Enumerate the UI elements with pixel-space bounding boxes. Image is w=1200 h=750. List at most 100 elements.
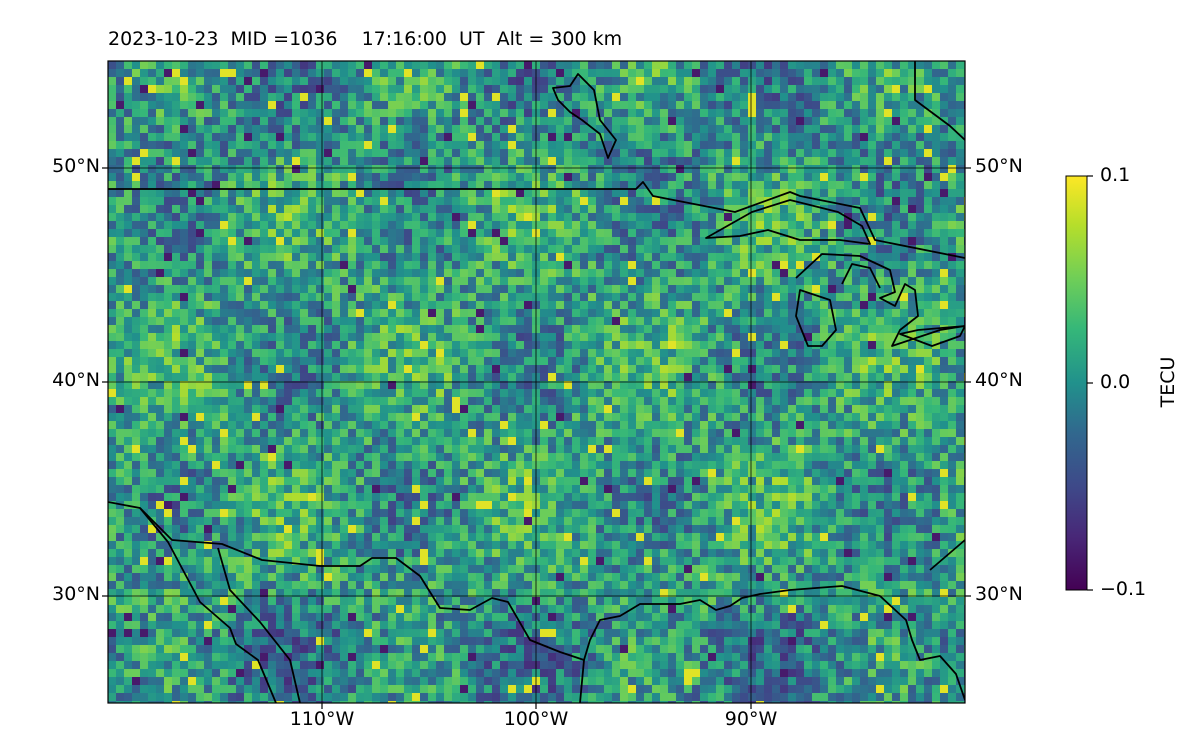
tec-cell <box>636 245 645 254</box>
tec-cell <box>748 165 757 174</box>
tec-cell <box>916 165 925 174</box>
tec-cell <box>188 117 197 126</box>
tec-cell <box>524 341 533 350</box>
tec-cell <box>836 333 845 342</box>
tec-cell <box>324 229 333 238</box>
tec-cell <box>156 213 165 222</box>
tec-cell <box>140 397 149 406</box>
tec-cell <box>340 269 349 278</box>
tec-cell <box>580 253 589 262</box>
tec-cell <box>948 133 957 142</box>
tec-cell <box>492 149 501 158</box>
tec-cell <box>132 357 141 366</box>
tec-cell <box>148 349 157 358</box>
tec-cell <box>916 405 925 414</box>
tec-cell <box>108 309 117 318</box>
tec-cell <box>652 69 661 78</box>
tec-cell <box>396 269 405 278</box>
tec-cell <box>460 285 469 294</box>
tec-cell <box>908 197 917 206</box>
tec-cell <box>260 189 269 198</box>
tec-cell <box>164 317 173 326</box>
tec-cell <box>364 109 373 118</box>
tec-cell <box>700 165 709 174</box>
tec-cell <box>508 109 517 118</box>
tec-cell <box>884 149 893 158</box>
tec-cell <box>116 253 125 262</box>
tec-cell <box>460 413 469 422</box>
tec-cell <box>596 373 605 382</box>
tec-cell <box>676 141 685 150</box>
tec-cell <box>388 285 397 294</box>
tec-cell <box>468 349 477 358</box>
tec-cell <box>212 133 221 142</box>
tec-cell <box>572 309 581 318</box>
tec-cell <box>844 317 853 326</box>
tec-cell <box>620 405 629 414</box>
tec-cell <box>628 85 637 94</box>
tec-cell <box>820 397 829 406</box>
tec-cell <box>300 237 309 246</box>
tec-cell <box>236 373 245 382</box>
tec-cell <box>844 325 853 334</box>
tec-cell <box>420 117 429 126</box>
tec-cell <box>612 173 621 182</box>
tec-cell <box>244 197 253 206</box>
tec-cell <box>596 221 605 230</box>
tec-cell <box>348 373 357 382</box>
tec-cell <box>500 261 509 270</box>
tec-cell <box>212 157 221 166</box>
tec-cell <box>132 285 141 294</box>
tec-cell <box>668 405 677 414</box>
tec-cell <box>412 261 421 270</box>
tec-cell <box>684 317 693 326</box>
tec-cell <box>500 365 509 374</box>
tec-cell <box>604 285 613 294</box>
tec-cell <box>644 333 653 342</box>
tec-cell <box>180 357 189 366</box>
tec-cell <box>804 293 813 302</box>
tec-cell <box>828 293 837 302</box>
tec-cell <box>468 149 477 158</box>
tec-cell <box>116 213 125 222</box>
tec-cell <box>700 125 709 134</box>
tec-cell <box>284 221 293 230</box>
tec-cell <box>108 373 117 382</box>
tec-cell <box>388 349 397 358</box>
tec-cell <box>156 197 165 206</box>
tec-cell <box>292 381 301 390</box>
tec-cell <box>748 293 757 302</box>
tec-cell <box>900 245 909 254</box>
tec-cell <box>452 317 461 326</box>
tec-cell <box>228 101 237 110</box>
tec-cell <box>668 141 677 150</box>
tec-cell <box>852 309 861 318</box>
tec-cell <box>116 349 125 358</box>
tec-cell <box>908 333 917 342</box>
tec-cell <box>692 125 701 134</box>
tec-cell <box>692 93 701 102</box>
tec-cell <box>852 245 861 254</box>
tec-cell <box>308 237 317 246</box>
tec-cell <box>412 133 421 142</box>
tec-cell <box>220 77 229 86</box>
tec-cell <box>164 253 173 262</box>
tec-cell <box>756 93 765 102</box>
tec-cell <box>308 389 317 398</box>
tec-cell <box>652 293 661 302</box>
tec-cell <box>676 325 685 334</box>
tec-cell <box>684 125 693 134</box>
tec-cell <box>372 77 381 86</box>
tec-cell <box>140 141 149 150</box>
tec-cell <box>236 421 245 430</box>
tec-cell <box>812 357 821 366</box>
tec-cell <box>372 141 381 150</box>
tec-cell <box>804 181 813 190</box>
tec-cell <box>340 293 349 302</box>
tec-cell <box>164 373 173 382</box>
tec-cell <box>820 69 829 78</box>
tec-cell <box>820 77 829 86</box>
tec-cell <box>820 101 829 110</box>
tec-cell <box>124 237 133 246</box>
tec-cell <box>804 117 813 126</box>
